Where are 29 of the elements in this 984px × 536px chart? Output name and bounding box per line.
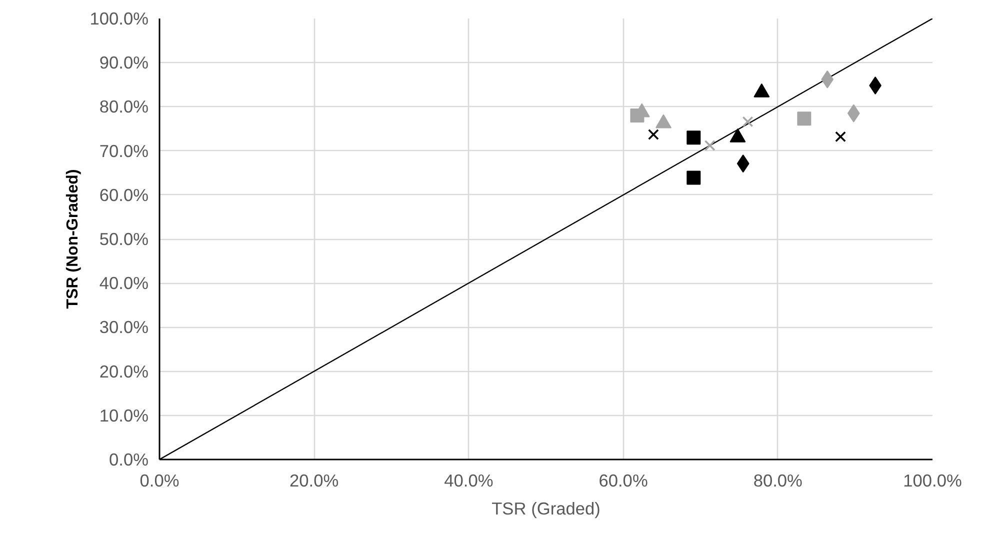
y-tick-label: 0.0% [109,450,149,470]
x-tick-label: 100.0% [903,470,962,490]
point [847,104,860,122]
x-axis-title: TSR (Graded) [492,498,600,518]
point [686,130,701,145]
x-tick-label: 20.0% [290,470,339,490]
y-tick-label: 60.0% [99,184,149,205]
y-tick-label: 80.0% [99,96,149,117]
y-tick-label: 50.0% [99,229,149,249]
y-tick-label: 10.0% [99,405,149,426]
point [797,112,812,126]
x-tick-label: 60.0% [598,470,648,490]
point [736,154,750,173]
y-tick-label: 20.0% [99,361,149,382]
point [742,116,754,128]
x-tick-label: 80.0% [753,470,802,490]
y-tick-label: 90.0% [99,52,149,73]
y-tick-label: 100.0% [90,8,149,28]
y-tick-label: 30.0% [99,317,149,338]
y-tick-label: 70.0% [99,140,149,161]
y-axis-title: TSR (Non-Graded) [64,169,82,309]
point [704,140,716,152]
x-tick-label: 40.0% [444,470,494,490]
point [821,70,834,88]
x-tick-label: 0.0% [140,470,180,490]
point [648,128,659,140]
y-tick-label: 40.0% [99,273,149,294]
point [835,131,846,142]
point [686,170,701,185]
